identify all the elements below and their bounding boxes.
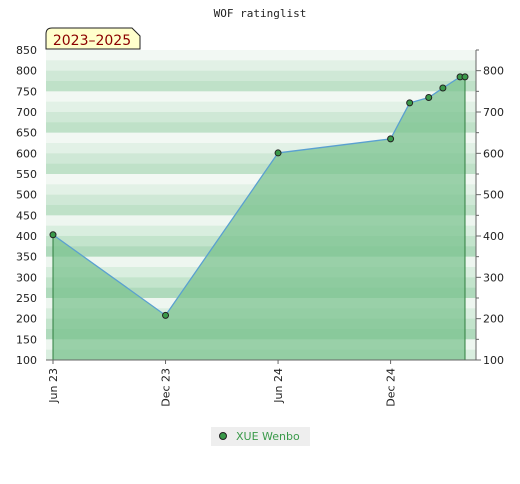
y-left-tick-label: 450 [16,209,37,222]
y-left-tick-label: 100 [16,354,37,367]
y-left-tick-label: 650 [16,127,37,140]
series-area [53,76,465,361]
period-badge: 2023–2025 [45,27,141,50]
background-band [46,112,476,123]
x-tick-label: Jun 23 [47,368,60,404]
data-point [274,149,282,157]
y-left-tick-label: 700 [16,106,37,119]
background-band [46,81,476,92]
background-band [46,163,476,175]
y-left-tick-label: 350 [16,251,37,264]
y-left-tick-label: 750 [16,85,37,98]
chart-title: WOF ratinglist [214,7,307,20]
y-left-tick-label: 850 [16,44,37,57]
axis-layer: 100 150 200 250 300 350 400 450 500 550 600 650 700 7… [16,44,504,407]
y-left-tick-label: 250 [16,292,37,305]
y-right-tick-label: 500 [483,189,504,202]
background-band [46,143,476,154]
y-left-tick-label: 200 [16,313,37,326]
y-left-tick-label: 550 [16,168,37,181]
data-point [49,231,57,239]
data-point [162,311,170,319]
legend[interactable]: XUE Wenbo [211,427,310,446]
y-right-tick-label: 700 [483,106,504,119]
data-point [461,73,469,81]
data-point [439,84,447,92]
background-band [46,101,476,113]
background-band [46,60,476,71]
y-right-tick-label: 400 [483,230,504,243]
data-point [425,94,433,102]
y-right-tick-label: 100 [483,354,504,367]
y-right-tick-label: 600 [483,147,504,160]
background-band [46,91,476,102]
background-band [46,132,476,144]
y-left-tick-label: 400 [16,230,37,243]
period-badge-shape [45,27,141,50]
y-right-tick-label: 800 [483,65,504,78]
y-left-tick-label: 600 [16,147,37,160]
y-right-tick-label: 300 [483,271,504,284]
period-badge-label: 2023–2025 [53,33,131,49]
legend-label: XUE Wenbo [236,430,300,443]
y-left-tick-label: 800 [16,65,37,78]
y-right-tick-label: 200 [483,313,504,326]
legend-marker-icon [219,432,227,440]
y-left-tick-label: 500 [16,189,37,202]
y-left-tick-label: 300 [16,271,37,284]
legend-box [211,427,310,446]
background-band [46,153,476,164]
data-point [387,135,395,143]
background-band [46,122,476,133]
y-left-tick-label: 150 [16,333,37,346]
x-tick-label: Dec 23 [160,368,173,407]
data-point-layer [49,73,469,319]
data-point [406,99,414,107]
background-band [46,50,476,61]
x-tick-label: Jun 24 [272,368,285,404]
x-tick-label: Dec 24 [385,368,398,407]
background-band [46,70,476,82]
